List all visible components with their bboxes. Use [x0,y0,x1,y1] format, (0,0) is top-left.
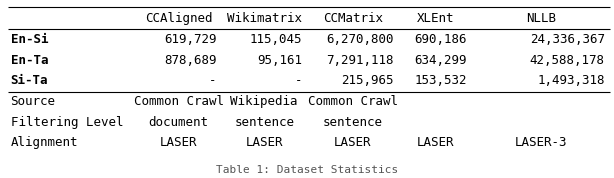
Text: LASER: LASER [160,137,197,150]
Text: LASER: LASER [334,137,371,150]
Text: Common Crawl: Common Crawl [308,95,398,108]
Text: Source: Source [10,95,55,108]
Text: Si-Ta: Si-Ta [10,74,48,87]
Text: 95,161: 95,161 [257,54,302,67]
Text: 634,299: 634,299 [414,54,467,67]
Text: Wikimatrix: Wikimatrix [227,12,301,25]
Text: 115,045: 115,045 [250,33,302,46]
Text: 7,291,118: 7,291,118 [326,54,394,67]
Text: sentence: sentence [323,116,383,129]
Text: LASER: LASER [417,137,454,150]
Text: LASER-3: LASER-3 [515,137,567,150]
Text: CCMatrix: CCMatrix [323,12,383,25]
Text: 690,186: 690,186 [414,33,467,46]
Text: 215,965: 215,965 [341,74,394,87]
Text: 878,689: 878,689 [164,54,217,67]
Text: 1,493,318: 1,493,318 [537,74,605,87]
Text: Filtering Level: Filtering Level [10,116,123,129]
Text: sentence: sentence [234,116,294,129]
Text: 153,532: 153,532 [414,74,467,87]
Text: XLEnt: XLEnt [417,12,454,25]
Text: En-Ta: En-Ta [10,54,48,67]
Text: 619,729: 619,729 [164,33,217,46]
Text: En-Si: En-Si [10,33,48,46]
Text: document: document [149,116,209,129]
Text: Common Crawl: Common Crawl [134,95,223,108]
Text: LASER: LASER [246,137,283,150]
Text: Alignment: Alignment [10,137,78,150]
Text: NLLB: NLLB [526,12,556,25]
Text: -: - [209,74,217,87]
Text: Wikipedia: Wikipedia [230,95,298,108]
Text: 24,336,367: 24,336,367 [530,33,605,46]
Text: 6,270,800: 6,270,800 [326,33,394,46]
Text: -: - [295,74,302,87]
Text: 42,588,178: 42,588,178 [530,54,605,67]
Text: Table 1: Dataset Statistics: Table 1: Dataset Statistics [216,165,398,175]
Text: CCAligned: CCAligned [145,12,212,25]
